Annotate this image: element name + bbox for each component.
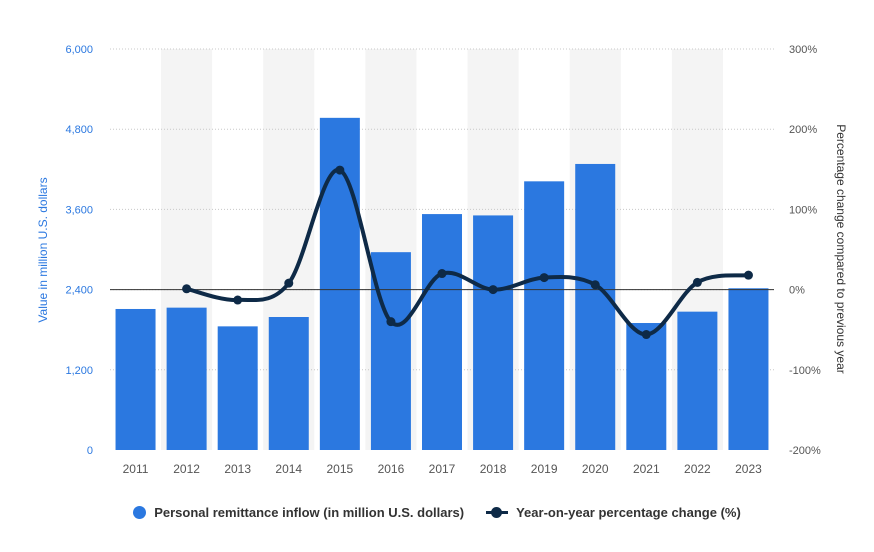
bar <box>115 308 156 450</box>
right-tick-label: -200% <box>789 445 821 457</box>
legend-bar-marker <box>133 506 147 519</box>
bar <box>473 215 514 450</box>
x-axis-ticks: 2011 2012 2013 2014 2015 2016 2017 2018 2019 2020… <box>123 462 762 476</box>
legend-line-label: Year-on-year percentage change (%) <box>516 505 741 520</box>
left-tick-label: 3,600 <box>65 204 93 216</box>
bar <box>166 307 207 450</box>
x-tick-label: 2022 <box>684 462 711 476</box>
right-tick-label: 100% <box>789 204 817 216</box>
line-point <box>284 278 294 288</box>
x-tick-label: 2019 <box>531 462 558 476</box>
right-tick-label: 0% <box>789 285 805 297</box>
combo-chart: 0 1,200 2,400 3,600 4,800 6,000 -200% -100% 0% 1… <box>36 44 848 476</box>
left-tick-label: 2,400 <box>65 285 93 297</box>
left-tick-label: 1,200 <box>65 365 93 377</box>
x-tick-label: 2020 <box>582 462 609 476</box>
right-tick-label: 200% <box>789 124 817 136</box>
x-tick-label: 2023 <box>735 462 762 476</box>
right-axis-ticks: -200% -100% 0% 100% 200% 300% <box>789 44 821 457</box>
bar-series <box>115 117 769 451</box>
x-tick-label: 2015 <box>326 462 353 476</box>
x-tick-label: 2016 <box>378 462 405 476</box>
legend-item-line[interactable]: Year-on-year percentage change (%) <box>486 505 741 520</box>
left-tick-label: 4,800 <box>65 124 93 136</box>
line-point <box>182 284 192 294</box>
line-point <box>335 165 345 175</box>
line-point <box>386 317 396 327</box>
bar <box>422 214 462 450</box>
x-tick-label: 2012 <box>173 462 200 476</box>
left-tick-label: 0 <box>87 445 93 457</box>
line-point <box>692 277 702 287</box>
left-axis-title: Value in million U.S. dollars <box>36 177 50 322</box>
line-point <box>437 269 447 279</box>
line-point <box>488 285 498 295</box>
legend-bar-label: Personal remittance inflow (in million U… <box>154 505 465 520</box>
bar <box>575 163 616 450</box>
bar <box>677 311 718 450</box>
x-tick-label: 2017 <box>429 462 456 476</box>
legend-line-marker <box>486 506 509 519</box>
line-point <box>590 280 600 290</box>
line-point <box>641 330 651 340</box>
x-tick-label: 2021 <box>633 462 660 476</box>
line-point <box>539 273 549 283</box>
left-tick-label: 6,000 <box>65 44 93 56</box>
bar <box>268 317 309 450</box>
bar <box>524 181 565 450</box>
line-points <box>182 165 753 340</box>
bar <box>217 326 258 450</box>
right-tick-label: -100% <box>789 365 821 377</box>
x-tick-label: 2014 <box>275 462 302 476</box>
legend-item-bars[interactable]: Personal remittance inflow (in million U… <box>133 505 464 520</box>
line-point <box>743 270 753 280</box>
right-tick-label: 300% <box>789 44 817 56</box>
x-tick-label: 2013 <box>224 462 251 476</box>
x-tick-label: 2018 <box>480 462 507 476</box>
bar <box>626 323 667 450</box>
right-axis-title: Percentage change compared to previous y… <box>834 124 848 374</box>
chart-legend: Personal remittance inflow (in million U… <box>0 505 874 520</box>
x-tick-label: 2011 <box>123 462 149 476</box>
bar <box>728 288 769 450</box>
left-axis-ticks: 0 1,200 2,400 3,600 4,800 6,000 <box>65 44 93 457</box>
line-point <box>233 295 243 305</box>
